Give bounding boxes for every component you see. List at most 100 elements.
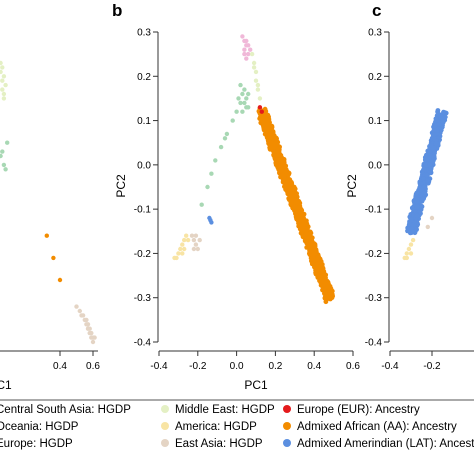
data-point-admixed-african-aa-ancestry <box>266 117 272 123</box>
data-point-admixed-amerindian-lat-ancestry <box>414 199 420 204</box>
x-tick-label: -0.2 <box>423 361 441 372</box>
data-point-middle-east-hgdp <box>0 69 3 75</box>
data-point-east-asia-hgdp <box>89 335 94 340</box>
data-point-central-south-asia-hgdp <box>3 167 8 172</box>
panel-c-y-ticks: 0.3 0.2 0.1 0.0 -0.1 -0.2 -0.3 -0.4 <box>365 28 389 349</box>
data-point-admixed-african-aa-ancestry <box>268 124 273 129</box>
panel-b-x-label: PC1 <box>244 378 268 392</box>
data-point-admixed-african-aa-ancestry <box>285 176 291 182</box>
panel-c-y-label: PC2 <box>345 174 359 198</box>
data-point-america-hgdp <box>182 246 187 252</box>
data-point-middle-east-hgdp <box>1 91 7 97</box>
data-point-admixed-african-aa-ancestry <box>288 199 294 205</box>
data-point-admixed-amerindian-lat-ancestry <box>208 218 213 223</box>
data-point-admixed-amerindian-lat-ancestry <box>419 186 424 192</box>
data-point-central-south-asia-hgdp <box>242 87 247 92</box>
x-tick-label: -0.4 <box>381 361 399 372</box>
data-point-admixed-amerindian-lat-ancestry <box>419 204 424 210</box>
data-point-admixed-african-aa-ancestry <box>327 284 332 290</box>
data-point-central-south-asia-hgdp <box>0 149 5 154</box>
data-point-central-south-asia-hgdp <box>236 96 241 101</box>
data-point-admixed-amerindian-lat-ancestry <box>434 127 440 133</box>
data-point-admixed-african-aa-ancestry <box>320 273 325 279</box>
legend-swatch <box>161 439 169 447</box>
data-point-admixed-african-aa-ancestry <box>292 204 298 210</box>
data-point-middle-east-hgdp <box>0 87 5 92</box>
data-point-admixed-amerindian-lat-ancestry <box>420 196 426 202</box>
data-point-america-hgdp <box>410 237 416 243</box>
data-point-admixed-african-aa-ancestry <box>280 179 286 185</box>
x-tick-label: 0.2 <box>268 361 282 372</box>
data-point-admixed-african-aa-ancestry <box>286 189 292 194</box>
data-point-america-hgdp <box>408 242 414 247</box>
data-point-admixed-african-aa-ancestry <box>271 153 277 159</box>
data-point-oceania-hgdp <box>248 47 253 52</box>
data-point-admixed-amerindian-lat-ancestry <box>414 204 420 210</box>
panel-b-points <box>172 34 335 305</box>
x-tick-label: 0.4 <box>53 361 67 372</box>
data-point-admixed-amerindian-lat-ancestry <box>431 136 437 142</box>
y-tick-label: 0.0 <box>368 160 382 171</box>
legend-swatch <box>283 422 291 430</box>
data-point-east-asia-hgdp <box>74 304 79 309</box>
data-point-admixed-amerindian-lat-ancestry <box>435 111 441 117</box>
data-point-america-hgdp <box>406 246 412 252</box>
panel-b-y-label: PC2 <box>114 174 128 198</box>
data-point-admixed-african-aa-ancestry <box>299 225 305 231</box>
panel-b-x-ticks: -0.4 -0.2 0.0 0.2 0.4 0.6 <box>150 351 360 372</box>
data-point-admixed-african-aa-ancestry <box>317 259 323 264</box>
data-point-admixed-african-aa-ancestry <box>291 184 297 190</box>
data-point-admixed-african-aa-ancestry <box>264 128 270 134</box>
data-point-america-hgdp <box>404 255 409 261</box>
data-point-middle-east-hgdp <box>255 82 261 88</box>
data-point-east-asia-hgdp <box>89 330 94 336</box>
data-point-admixed-african-aa-ancestry <box>319 268 325 273</box>
data-point-central-south-asia-hgdp <box>199 202 204 207</box>
legend-label: America: HGDP <box>175 421 257 433</box>
data-point-oceania-hgdp <box>242 47 247 52</box>
panel-b: -0.4 -0.2 0.0 0.2 0.4 0.6 0.3 0.2 0.1 0.0 -0.1 -0.… <box>114 28 360 393</box>
data-point-east-asia-hgdp <box>84 317 89 323</box>
data-point-admixed-african-aa-ancestry <box>304 237 310 243</box>
data-point-admixed-african-aa-ancestry <box>312 257 318 263</box>
data-point-middle-east-hgdp <box>253 78 259 83</box>
data-point-admixed-amerindian-lat-ancestry <box>433 116 439 122</box>
data-point-america-hgdp <box>182 237 187 243</box>
data-point-admixed-amerindian-lat-ancestry <box>421 176 426 181</box>
data-point-middle-east-hgdp <box>255 87 261 92</box>
legend-label: Europe: HGDP <box>0 438 73 450</box>
data-point-admixed-african-aa-ancestry <box>280 165 285 171</box>
data-point-oceania-hgdp <box>242 51 247 57</box>
data-point-admixed-african-aa-ancestry <box>302 233 307 239</box>
data-point-central-south-asia-hgdp <box>218 144 224 150</box>
data-point-middle-east-hgdp <box>0 65 5 70</box>
data-point-east-asia-hgdp <box>87 326 92 331</box>
data-point-central-south-asia-hgdp <box>238 82 243 88</box>
data-point-middle-east-hgdp <box>0 78 5 83</box>
data-point-east-asia-hgdp <box>77 308 83 314</box>
y-tick-label: 0.1 <box>137 116 151 127</box>
legend-swatch <box>283 439 291 447</box>
panel-c-x-ticks: -0.4 -0.2 <box>381 351 441 372</box>
data-point-east-asia-hgdp <box>92 335 97 340</box>
data-point-admixed-african-aa-ancestry <box>287 194 293 200</box>
data-point-east-asia-hgdp <box>90 339 96 345</box>
data-point-admixed-african-aa-ancestry <box>297 205 302 210</box>
data-point-admixed-african-aa-ancestry <box>270 133 276 139</box>
data-point-admixed-amerindian-lat-ancestry <box>441 109 446 115</box>
data-point-admixed-amerindian-lat-ancestry <box>440 116 446 122</box>
data-point-admixed-amerindian-lat-ancestry <box>435 108 441 113</box>
data-point-admixed-african-aa-ancestry <box>44 233 49 238</box>
panel-a-x-label: PC1 <box>0 378 12 392</box>
data-point-admixed-amerindian-lat-ancestry <box>422 190 427 196</box>
panel-letter-b: b <box>112 1 122 20</box>
data-point-east-asia-hgdp <box>80 313 86 318</box>
legend-swatch <box>161 422 169 430</box>
panel-a-x-ticks: 0.4 0.6 <box>53 351 100 372</box>
data-point-east-asia-hgdp <box>189 233 195 238</box>
y-tick-label: -0.4 <box>365 338 383 349</box>
data-point-europe-eur-ancestry <box>259 109 264 114</box>
data-point-central-south-asia-hgdp <box>234 109 239 114</box>
panel-a: 0.4 0.6 PC1 <box>0 60 100 392</box>
data-point-central-south-asia-hgdp <box>222 136 228 141</box>
